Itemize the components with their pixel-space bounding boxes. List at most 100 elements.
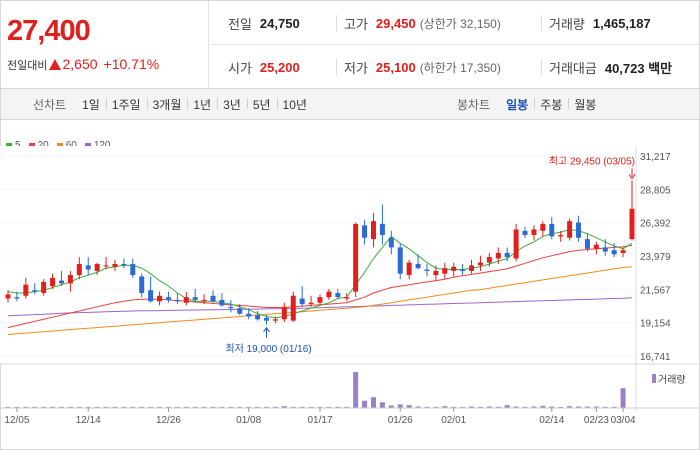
stat-value: 25,200	[259, 59, 300, 75]
daily-candle-button[interactable]: 일봉	[506, 97, 529, 112]
volume-bar	[504, 405, 510, 408]
volume-bar	[130, 406, 136, 408]
volume-bar	[272, 406, 278, 408]
volume-bar	[192, 406, 198, 408]
candle-body	[130, 263, 136, 276]
weekly-candle-button[interactable]: 주봉	[534, 96, 568, 113]
candle-body	[549, 223, 555, 237]
candle-body	[41, 281, 47, 294]
candle-body	[460, 269, 466, 271]
legend-label: 120	[93, 140, 111, 151]
candle-body	[629, 208, 635, 240]
volume-bar	[486, 406, 492, 408]
volume-bar	[14, 406, 20, 408]
volume-bar	[540, 405, 546, 408]
divider	[541, 15, 542, 31]
monthly-candle-button[interactable]: 월봉	[568, 96, 602, 113]
ma120-line	[7, 297, 633, 317]
stat-prev-close: 전일 24,750	[228, 1, 300, 45]
candle-body	[495, 252, 501, 259]
legend-ma120: 120	[84, 140, 111, 151]
period-1w-button[interactable]: 1주일	[105, 96, 147, 113]
stat-value: 40,723 백만	[604, 60, 673, 76]
y-tick-label: 16,741	[640, 352, 671, 363]
stat-volume: 거래량 1,465,187	[541, 1, 651, 45]
volume-legend: 거래량	[652, 371, 686, 386]
volume-bar	[424, 406, 430, 408]
candle-body	[584, 239, 590, 249]
line-chart-group: 선차트 1일 1주일 3개월 1년 3년 5년 10년	[33, 89, 313, 119]
volume-bar	[264, 406, 270, 408]
volume-bar	[576, 406, 582, 408]
candle-body	[397, 247, 403, 274]
volume-bar	[255, 406, 261, 408]
candle-body	[433, 270, 439, 276]
volume-bar	[451, 406, 457, 408]
period-3y-button[interactable]: 3년	[217, 96, 247, 113]
volume-swatch	[652, 374, 656, 383]
candle-body	[183, 297, 189, 303]
candle-body	[94, 263, 100, 271]
volume-bar	[281, 406, 287, 408]
volume-bar	[157, 406, 163, 408]
candle-body	[558, 234, 564, 237]
x-tick-label: 12/14	[76, 415, 101, 426]
change-percent: +10.71%	[103, 56, 160, 72]
stat-high: 고가 29,450 (상한가 32,150)	[336, 1, 501, 45]
volume-bar	[121, 406, 127, 408]
volume-bar	[32, 406, 38, 408]
candle-body	[5, 294, 11, 299]
legend-label: 5	[15, 140, 21, 151]
volume-bar	[50, 406, 56, 408]
volume-bar	[94, 406, 100, 408]
volume-bar	[495, 406, 501, 408]
candle-chart-group: 봉차트 일봉 주봉 월봉	[457, 89, 602, 119]
candle-body	[228, 306, 234, 309]
period-1y-button[interactable]: 1년	[187, 96, 217, 113]
stat-label: 시가	[228, 60, 252, 76]
candle-body	[299, 298, 305, 305]
legend-ma20: 20	[28, 140, 49, 151]
period-3m-button[interactable]: 3개월	[146, 96, 188, 113]
candle-body	[210, 295, 216, 302]
stats-grid: 전일 24,750 고가 29,450 (상한가 32,150) 거래량 1,4…	[210, 1, 700, 89]
volume-legend-label: 거래량	[658, 375, 686, 386]
candle-body	[379, 223, 385, 235]
volume-bar	[567, 406, 573, 408]
volume-bar	[513, 406, 519, 408]
period-10y-button[interactable]: 10년	[276, 96, 313, 113]
candle-body	[121, 263, 127, 266]
legend-swatch	[6, 142, 12, 149]
period-5y-button[interactable]: 5년	[246, 96, 277, 113]
ma-legend: 5 20 60 120	[6, 140, 119, 151]
candle-body	[246, 313, 252, 317]
candle-body	[23, 284, 29, 296]
candle-body	[620, 250, 626, 253]
volume-bar	[148, 406, 154, 408]
y-tick-label: 28,805	[640, 185, 671, 196]
volume-bar	[85, 406, 91, 408]
candle-body	[335, 293, 341, 298]
volume-bar	[477, 406, 483, 408]
candle-body	[504, 252, 510, 258]
price-chart[interactable]: 31,217 28,805 26,392 23,979 21,567 19,154 16,7…	[0, 120, 700, 450]
low-annotation: 최저 19,000 (01/16)	[225, 343, 311, 355]
stat-sub: (상한가 32,150)	[419, 16, 501, 31]
candle-body	[469, 265, 475, 271]
volume-bar	[23, 406, 29, 408]
stat-label: 전일	[228, 16, 252, 32]
candle-body	[370, 221, 376, 240]
candle-body	[139, 276, 145, 294]
legend-swatch	[56, 142, 63, 149]
candle-body	[353, 223, 359, 292]
volume-bar	[112, 406, 118, 408]
candle-body	[255, 315, 261, 320]
candle-body	[326, 291, 332, 298]
candle-body	[237, 308, 243, 314]
volume-bar	[326, 406, 332, 408]
volume-bar	[415, 406, 421, 408]
period-1d-button[interactable]: 1일	[82, 97, 100, 112]
volume-bar	[76, 406, 82, 408]
chart-toolbar: 선차트 1일 1주일 3개월 1년 3년 5년 10년 봉차트 일봉 주봉 월봉	[0, 88, 700, 120]
stat-value: 24,750	[259, 15, 300, 31]
